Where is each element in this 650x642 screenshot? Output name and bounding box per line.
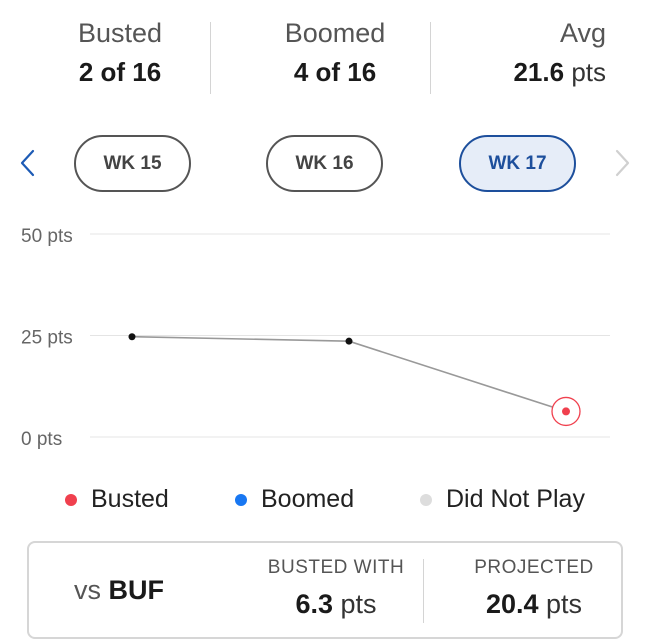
busted-value: 2 of 16 (78, 57, 162, 87)
projected-label: PROJECTED (474, 557, 594, 578)
y-tick-label: 0 pts (21, 429, 62, 450)
busted-stat: Busted 2 of 16 (20, 18, 220, 88)
projected-unit: pts (546, 589, 583, 619)
chart-legend: Busted Boomed Did Not Play (0, 485, 650, 521)
data-point (345, 337, 353, 345)
legend-label: Did Not Play (446, 485, 585, 513)
opponent: vs BUF (74, 575, 164, 606)
busted-with-stat: BUSTED WITH 6.3 pts (251, 557, 421, 620)
week-16-button[interactable]: WK 16 (266, 135, 383, 192)
legend-label: Busted (91, 485, 169, 513)
projected-stat: PROJECTED 20.4 pts (469, 557, 599, 620)
y-tick-label: 25 pts (21, 328, 73, 349)
chevron-left-icon[interactable] (12, 146, 46, 180)
series-line (131, 335, 567, 413)
card-divider (423, 559, 424, 623)
boomed-dot-icon (235, 493, 247, 506)
busted-with-unit: pts (340, 589, 377, 619)
legend-item-boomed: Boomed (235, 485, 354, 514)
legend-label: Boomed (261, 485, 355, 513)
data-point (128, 333, 136, 341)
stats-divider (210, 22, 211, 94)
avg-stat: Avg 21.6 pts (404, 18, 606, 88)
avg-unit: pts (571, 57, 606, 87)
busted-label: Busted (77, 18, 163, 48)
boomed-label: Boomed (284, 18, 386, 48)
opponent-team: BUF (108, 575, 165, 605)
opponent-prefix: vs (74, 575, 101, 605)
avg-value: 21.6 (513, 57, 565, 87)
did-not-play-dot-icon (420, 493, 432, 506)
busted-dot-icon (65, 493, 77, 506)
stats-divider (430, 22, 431, 94)
legend-item-busted: Busted (65, 485, 169, 514)
avg-label: Avg (559, 18, 606, 48)
busted-with-label: BUSTED WITH (267, 557, 405, 578)
stats-summary: Busted 2 of 16 Boomed 4 of 16 Avg 21.6 p… (20, 0, 630, 118)
game-detail-card: vs BUF BUSTED WITH 6.3 pts PROJECTED 20.… (27, 541, 623, 639)
points-line-chart: 0 pts 25 pts 50 pts (21, 226, 610, 450)
week-17-button[interactable]: WK 17 (459, 135, 576, 192)
busted-with-value: 6.3 (295, 589, 333, 619)
chevron-right-icon[interactable] (604, 146, 638, 180)
boomed-stat: Boomed 4 of 16 (235, 18, 435, 88)
week-selector: WK 15 WK 16 WK 17 (0, 118, 650, 208)
legend-item-did-not-play: Did Not Play (420, 485, 585, 514)
y-tick-label: 50 pts (21, 226, 73, 247)
week-15-button[interactable]: WK 15 (74, 135, 191, 192)
projected-value: 20.4 (485, 589, 539, 619)
data-point-busted (562, 407, 570, 416)
boomed-value: 4 of 16 (293, 57, 377, 87)
